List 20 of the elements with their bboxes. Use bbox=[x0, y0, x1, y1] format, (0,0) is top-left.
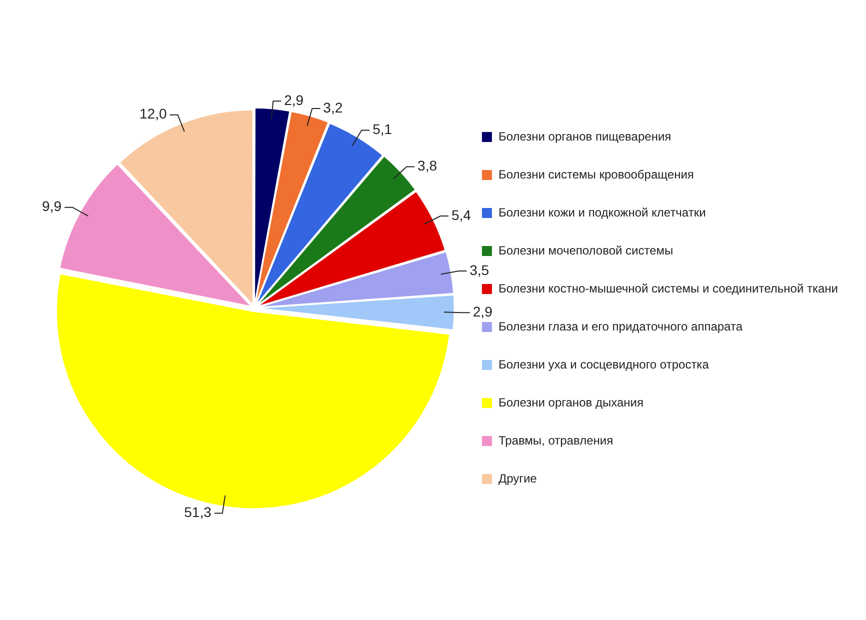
legend-label: Болезни глаза и его придаточного аппарата bbox=[498, 319, 743, 334]
legend-label: Болезни костно-мышечной системы и соединительной ткани bbox=[498, 281, 838, 296]
legend-label: Болезни кожи и подкожной клетчатки bbox=[498, 205, 706, 220]
data-label: 12,0 bbox=[140, 106, 167, 122]
legend-label: Болезни мочеполовой системы bbox=[498, 243, 674, 258]
legend-label: Травмы, отравления bbox=[498, 433, 614, 448]
legend-label: Другие bbox=[498, 471, 538, 486]
data-label: 9,9 bbox=[42, 198, 62, 214]
legend-label: Болезни органов пищеварения bbox=[498, 129, 672, 144]
legend-label: Болезни системы кровообращения bbox=[498, 167, 694, 182]
data-label: 5,4 bbox=[451, 206, 472, 223]
data-label: 51,3 bbox=[184, 504, 212, 520]
data-label: 3,5 bbox=[470, 262, 490, 278]
data-label: 3,2 bbox=[323, 99, 343, 116]
data-label: 2,9 bbox=[472, 303, 493, 320]
legend-label: Болезни уха и сосцевидного отростка bbox=[498, 357, 710, 372]
legend-label: Болезни органов дыхания bbox=[498, 395, 644, 410]
data-label: 3,8 bbox=[418, 158, 438, 174]
data-label: 5,1 bbox=[372, 121, 392, 138]
data-label: 2,9 bbox=[284, 92, 304, 108]
